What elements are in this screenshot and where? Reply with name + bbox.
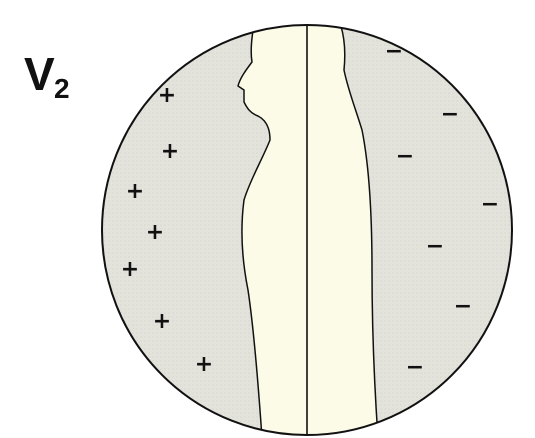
body-silhouette-group: [237, 25, 379, 435]
negative-sign: −: [454, 294, 472, 319]
lead-label: V 2: [24, 48, 70, 104]
positive-sign: +: [121, 257, 139, 282]
positive-sign: +: [195, 352, 213, 377]
positive-sign: +: [161, 139, 179, 164]
body-silhouette: [237, 25, 379, 435]
negative-sign: −: [441, 102, 459, 127]
field-circle-outline: [101, 24, 513, 436]
negative-signs: − − − − − − −: [385, 39, 499, 380]
positive-sign: +: [158, 83, 176, 108]
negative-sign: −: [481, 192, 499, 217]
negative-sign: −: [406, 355, 424, 380]
negative-sign: −: [396, 144, 414, 169]
negative-sign: −: [385, 39, 403, 64]
positive-sign: +: [126, 179, 144, 204]
positive-signs: + + + + + + +: [121, 83, 213, 377]
lead-label-letter: V: [24, 48, 55, 100]
positive-sign: +: [146, 220, 164, 245]
negative-sign: −: [426, 234, 444, 259]
lead-label-subscript: 2: [54, 73, 70, 104]
positive-sign: +: [153, 309, 171, 334]
